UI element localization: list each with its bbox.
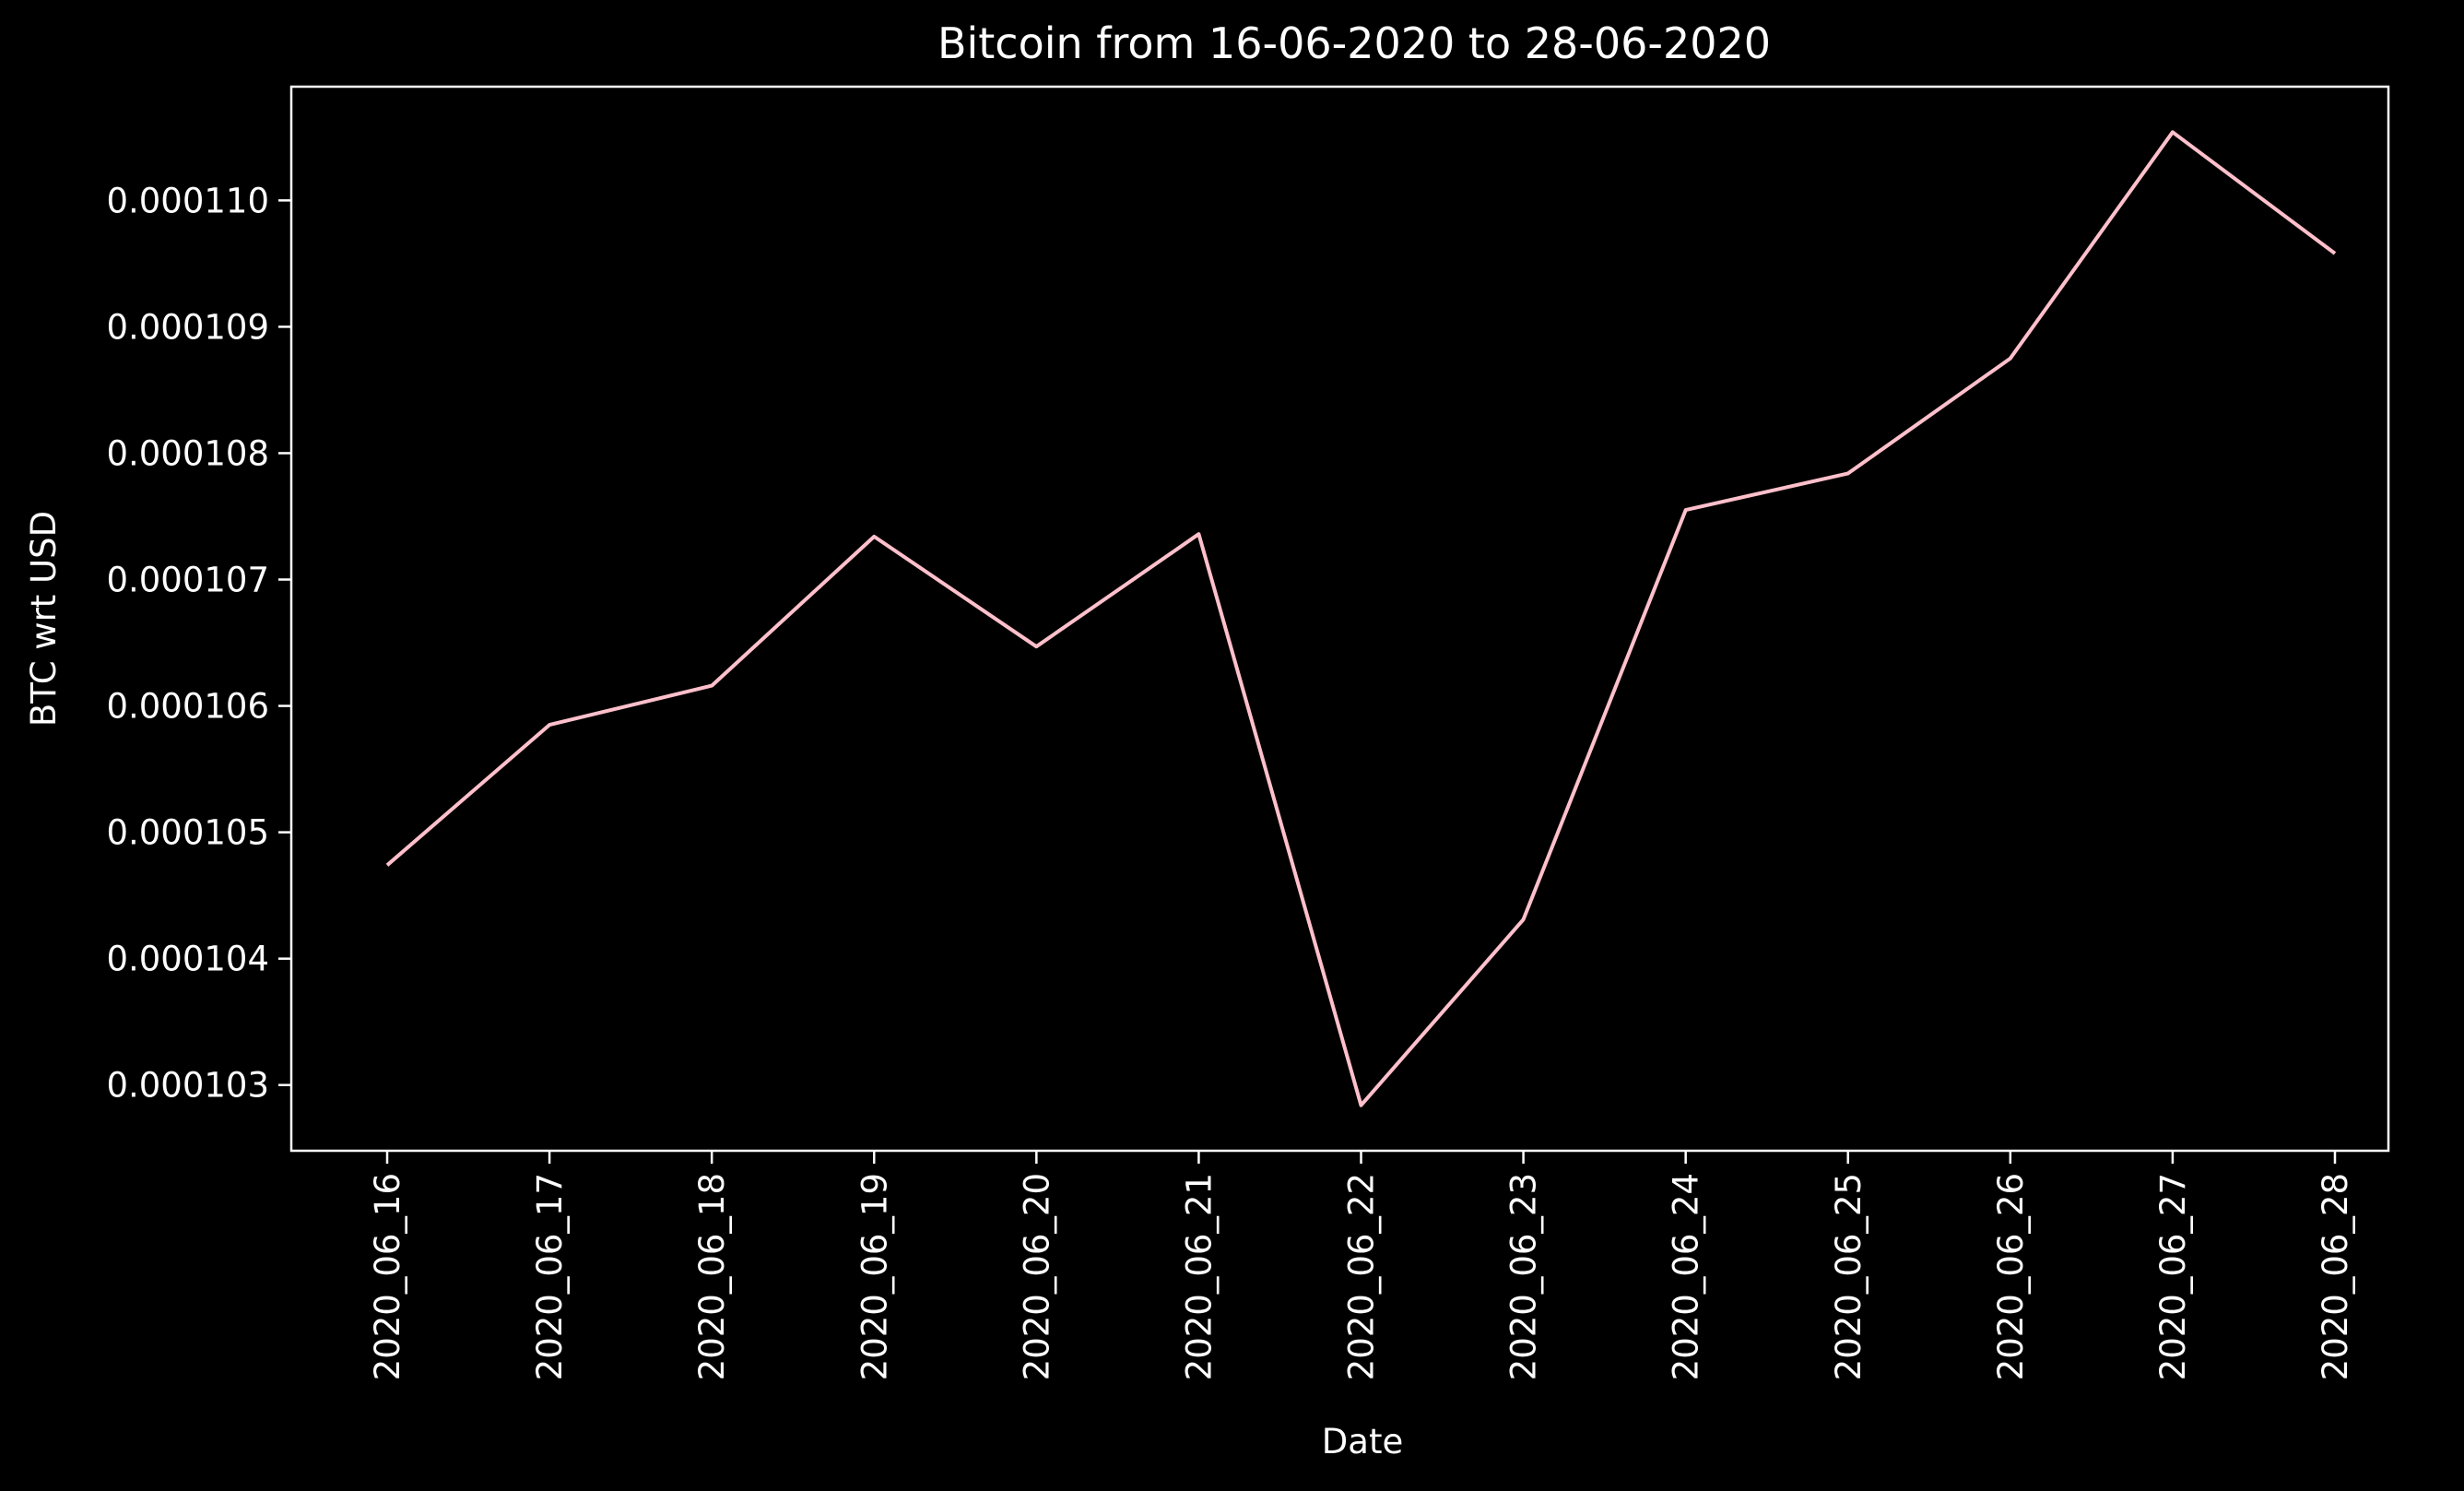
x-tick-label: 2020_06_26: [1991, 1173, 2031, 1380]
plot-frame: [289, 85, 2390, 1153]
chart-title: Bitcoin from 16-06-2020 to 28-06-2020: [937, 18, 1771, 68]
x-tick-label: 2020_06_20: [1017, 1173, 1056, 1380]
x-axis-label: Date: [1322, 1422, 1403, 1461]
x-tick-label: 2020_06_17: [530, 1173, 570, 1380]
y-tick-label: 0.000104: [106, 940, 269, 979]
series-line: [385, 130, 2337, 1107]
y-tick-label: 0.000103: [106, 1066, 269, 1106]
y-tick-label: 0.000108: [106, 433, 269, 473]
x-tick-label: 2020_06_27: [2153, 1173, 2193, 1380]
x-axis: 2020_06_16 2020_06_17 2020_06_18 2020_06_19…: [368, 1151, 2355, 1380]
y-axis-label: BTC wrt USD: [24, 511, 64, 727]
x-tick-label: 2020_06_23: [1504, 1173, 1544, 1380]
y-tick-label: 0.000105: [106, 813, 269, 853]
x-tick-label: 2020_06_16: [368, 1173, 407, 1380]
y-tick-label: 0.000109: [106, 307, 269, 347]
x-tick-label: 2020_06_28: [2316, 1173, 2355, 1380]
x-tick-label: 2020_06_22: [1342, 1173, 1382, 1380]
y-tick-label: 0.000110: [106, 181, 269, 220]
x-tick-label: 2020_06_25: [1829, 1173, 1869, 1380]
y-axis: 0.000103 0.000104 0.000105 0.000106 0.000107…: [106, 181, 291, 1106]
x-tick-label: 2020_06_21: [1179, 1173, 1219, 1380]
y-tick-label: 0.000107: [106, 561, 269, 600]
x-tick-label: 2020_06_24: [1667, 1173, 1706, 1380]
y-tick-label: 0.000106: [106, 687, 269, 727]
x-tick-label: 2020_06_18: [692, 1173, 732, 1380]
x-tick-label: 2020_06_19: [855, 1173, 894, 1380]
plot-series: [385, 130, 2337, 1107]
